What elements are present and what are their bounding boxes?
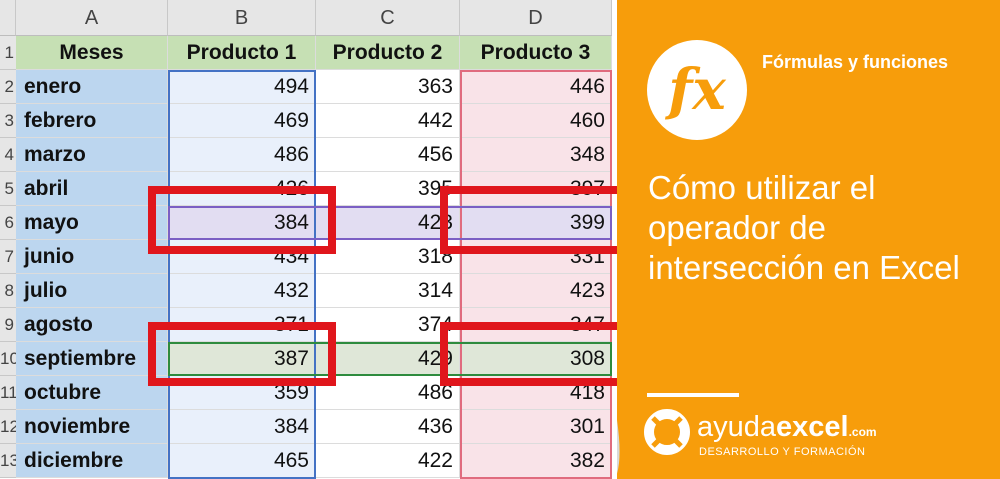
intersection-highlight-b6 <box>148 186 336 254</box>
month-cell[interactable]: abril <box>16 172 168 206</box>
value-cell[interactable]: 422 <box>316 444 460 478</box>
month-cell[interactable]: septiembre <box>16 342 168 376</box>
intersection-highlight-d10 <box>440 322 640 386</box>
column-header-c[interactable]: C <box>316 0 460 36</box>
month-cell[interactable]: julio <box>16 274 168 308</box>
value-cell[interactable]: 469 <box>168 104 316 138</box>
select-all-corner[interactable] <box>0 0 16 36</box>
row-header-7[interactable]: 7 <box>0 240 16 274</box>
value-cell[interactable]: 363 <box>316 70 460 104</box>
header-cell-b[interactable]: Producto 1 <box>168 36 316 70</box>
value-cell[interactable]: 446 <box>460 70 612 104</box>
value-cell[interactable]: 486 <box>168 138 316 172</box>
month-cell[interactable]: junio <box>16 240 168 274</box>
row-header-12[interactable]: 12 <box>0 410 16 444</box>
fx-logo-label: fx <box>668 57 726 123</box>
month-cell[interactable]: agosto <box>16 308 168 342</box>
value-cell[interactable]: 382 <box>460 444 612 478</box>
value-cell[interactable]: 331 <box>460 240 612 274</box>
article-title: Cómo utilizar el operador de intersecció… <box>648 169 960 286</box>
value-cell[interactable]: 432 <box>168 274 316 308</box>
row-header-10[interactable]: 10 <box>0 342 16 376</box>
value-cell[interactable]: 465 <box>168 444 316 478</box>
value-cell[interactable]: 423 <box>316 206 460 240</box>
value-cell[interactable]: 436 <box>316 410 460 444</box>
column-header-b[interactable]: B <box>168 0 316 36</box>
brand-prefix: ayuda <box>697 411 777 443</box>
header-cell-c[interactable]: Producto 2 <box>316 36 460 70</box>
value-cell[interactable]: 486 <box>316 376 460 410</box>
value-cell[interactable]: 314 <box>316 274 460 308</box>
row-header-3[interactable]: 3 <box>0 104 16 138</box>
value-cell[interactable]: 494 <box>168 70 316 104</box>
page-curl-decoration <box>617 420 620 479</box>
lifebuoy-icon <box>644 409 690 455</box>
month-cell[interactable]: diciembre <box>16 444 168 478</box>
header-cell-d[interactable]: Producto 3 <box>460 36 612 70</box>
value-cell[interactable]: 374 <box>316 308 460 342</box>
brand-bold: excel <box>776 411 849 443</box>
row-header-11[interactable]: 11 <box>0 376 16 410</box>
value-cell[interactable]: 395 <box>316 172 460 206</box>
value-cell[interactable]: 460 <box>460 104 612 138</box>
month-cell[interactable]: noviembre <box>16 410 168 444</box>
row-header-4[interactable]: 4 <box>0 138 16 172</box>
intersection-highlight-d6 <box>440 186 640 254</box>
row-header-1[interactable]: 1 <box>0 36 16 70</box>
category-label: Fórmulas y funciones <box>762 52 949 72</box>
value-cell[interactable]: 456 <box>316 138 460 172</box>
row-header-6[interactable]: 6 <box>0 206 16 240</box>
header-cell-a[interactable]: Meses <box>16 36 168 70</box>
row-header-2[interactable]: 2 <box>0 70 16 104</box>
month-cell[interactable]: octubre <box>16 376 168 410</box>
month-cell[interactable]: mayo <box>16 206 168 240</box>
row-header-9[interactable]: 9 <box>0 308 16 342</box>
month-cell[interactable]: enero <box>16 70 168 104</box>
value-cell[interactable]: 442 <box>316 104 460 138</box>
row-header-13[interactable]: 13 <box>0 444 16 478</box>
column-header-a[interactable]: A <box>16 0 168 36</box>
value-cell[interactable]: 384 <box>168 410 316 444</box>
brand-suffix: .com <box>848 425 877 439</box>
value-cell[interactable]: 429 <box>316 342 460 376</box>
month-cell[interactable]: marzo <box>16 138 168 172</box>
fx-logo-icon: fx <box>647 40 747 140</box>
title-divider <box>647 393 739 397</box>
intersection-highlight-b10 <box>148 322 336 386</box>
brand-tagline: DESARROLLO Y FORMACIÓN <box>699 446 866 458</box>
spreadsheet: ABCD12345678910111213MesesProducto 1Prod… <box>0 0 640 479</box>
brand-wordmark: ayudaexcel.com <box>697 410 877 449</box>
value-cell[interactable]: 348 <box>460 138 612 172</box>
value-cell[interactable]: 384 <box>168 206 316 240</box>
month-cell[interactable]: febrero <box>16 104 168 138</box>
value-cell[interactable]: 301 <box>460 410 612 444</box>
row-header-8[interactable]: 8 <box>0 274 16 308</box>
value-cell[interactable]: 318 <box>316 240 460 274</box>
column-header-d[interactable]: D <box>460 0 612 36</box>
value-cell[interactable]: 423 <box>460 274 612 308</box>
value-cell[interactable]: 308 <box>460 342 612 376</box>
row-header-5[interactable]: 5 <box>0 172 16 206</box>
